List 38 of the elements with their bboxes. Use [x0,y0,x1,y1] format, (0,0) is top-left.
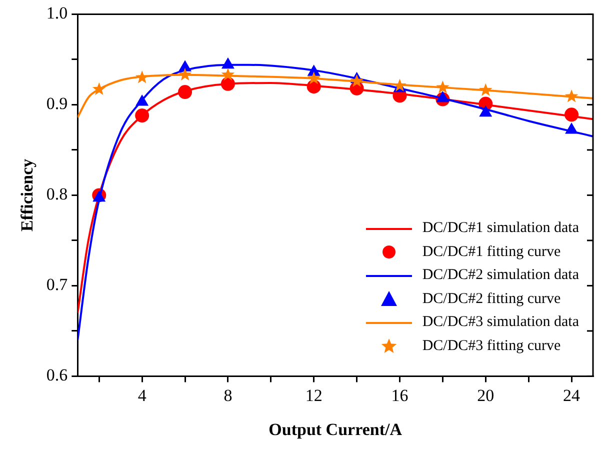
point [436,91,449,102]
point [564,108,579,122]
point [565,123,578,134]
y-tick-label: 1.0 [46,4,68,23]
y-tick-label: 0.9 [46,94,68,114]
point [136,94,148,106]
x-tick-label: 8 [224,386,232,405]
point [178,68,192,80]
point [564,90,578,102]
legend-label: DC/DC#3 simulation data [422,314,579,332]
y-tick-label: 0.6 [46,366,68,385]
y-axis-title: Efficiency [18,158,37,232]
point [92,82,106,95]
x-tick-label: 24 [563,386,581,405]
point [178,60,192,72]
point [350,74,364,87]
point [480,106,492,117]
point [222,58,234,69]
x-tick-label: 4 [138,386,147,405]
point [220,76,235,91]
legend-label: DC/DC#1 simulation data [422,220,579,238]
point [307,71,321,84]
point [221,68,235,80]
point [135,70,149,84]
legend-label: DC/DC#1 fitting curve [422,244,561,261]
point [178,85,192,100]
point [135,108,150,123]
legend-label: DC/DC#3 fitting curve [422,338,561,355]
x-axis-title: Output Current/A [268,420,403,440]
x-tick-label: 20 [477,386,494,405]
x-tick-label: 16 [391,386,408,405]
point [478,83,492,96]
legend-label: DC/DC#2 simulation data [422,267,579,284]
y-tick-label: 0.7 [46,275,68,294]
x-tick-label: 12 [305,386,322,405]
legend-label: DC/DC#2 fitting curve [422,290,561,308]
y-tick-label: 0.8 [46,184,68,204]
point [436,80,450,94]
